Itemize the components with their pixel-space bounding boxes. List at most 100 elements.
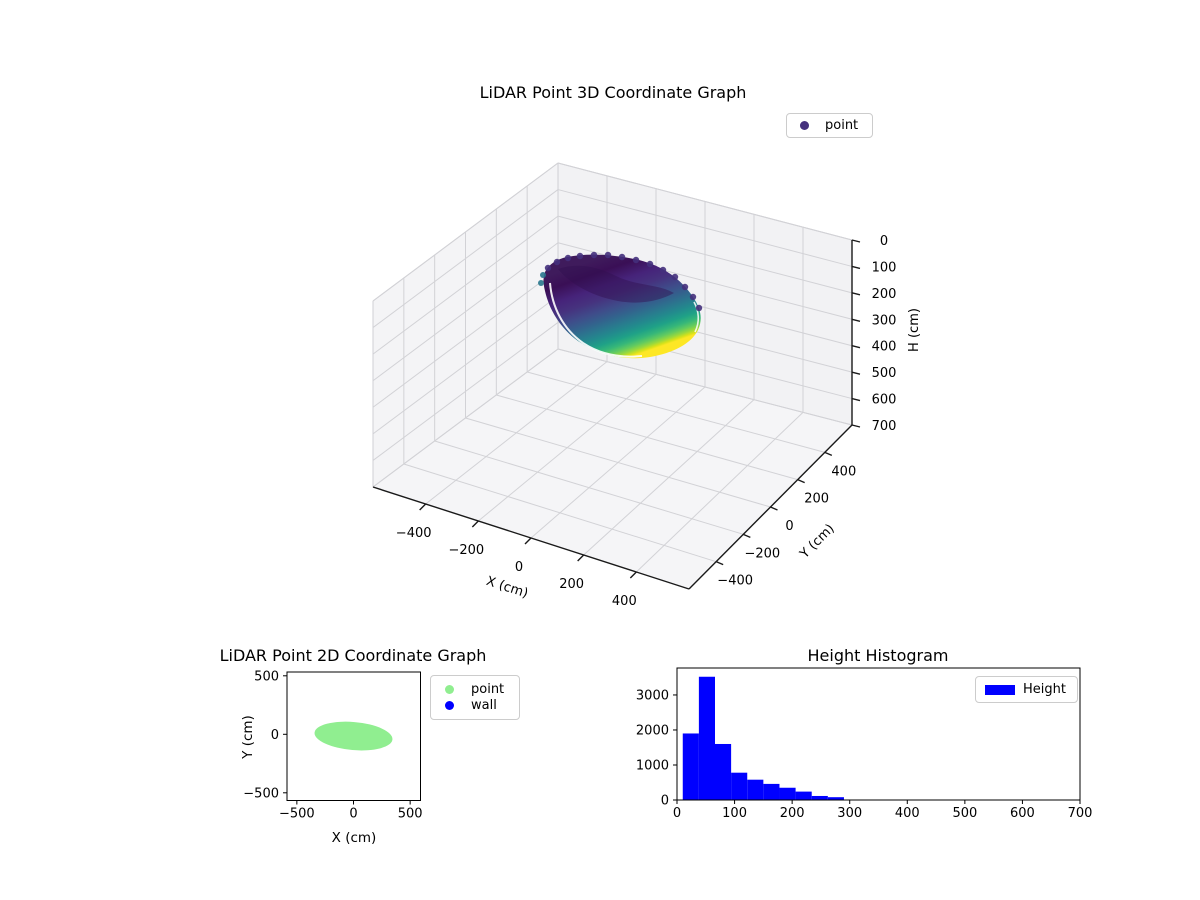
tick-label: 600 <box>1010 806 1035 821</box>
grid-line <box>425 361 608 505</box>
legend-label-height: Height <box>1023 682 1066 697</box>
histogram-bar <box>827 797 844 800</box>
tick-label: 3000 <box>636 688 669 703</box>
axis-line <box>851 371 861 375</box>
grid-line <box>583 399 755 556</box>
legend-marker-point-3d <box>800 121 809 130</box>
plot2d-ylabel: Y (cm) <box>240 715 256 760</box>
histogram-bar <box>811 795 828 800</box>
axis-line <box>524 537 532 545</box>
axis-line <box>797 479 805 484</box>
tick-label: 500 <box>254 669 279 684</box>
histogram-legend: Height <box>975 676 1078 703</box>
plot3d-hlabel: H (cm) <box>907 308 922 352</box>
plot3d-xlabel: X (cm) <box>484 574 530 602</box>
plot3d-title: LiDAR Point 3D Coordinate Graph <box>480 83 747 102</box>
legend-entry-wall: wall <box>445 698 519 715</box>
axis-line <box>851 345 861 349</box>
point-cloud-dark-ridge <box>558 265 674 303</box>
tick-label: 200 <box>804 492 829 507</box>
scatter-blob <box>314 721 393 751</box>
tick-label: 400 <box>831 464 856 479</box>
pane-floor <box>373 349 852 589</box>
tick-label: 0 <box>880 234 888 249</box>
axis-line <box>577 554 585 562</box>
tick-label: 500 <box>952 806 977 821</box>
tick-label: 100 <box>872 260 897 275</box>
axis-line <box>715 561 724 566</box>
legend-label-point-3d: point <box>825 118 859 133</box>
tick-label: 600 <box>872 393 897 408</box>
axis-line <box>851 265 861 270</box>
tick-label: −400 <box>717 574 753 589</box>
axis-line <box>851 239 861 243</box>
grid-line <box>530 386 706 539</box>
tick-label: 0 <box>515 560 523 575</box>
tick-label: 300 <box>872 313 897 328</box>
tick-label: 500 <box>872 366 897 381</box>
tick-label: 300 <box>837 806 862 821</box>
plot2d-title: LiDAR Point 2D Coordinate Graph <box>220 646 487 665</box>
legend-entry-point: point <box>445 681 519 698</box>
plot2d-xlabel: X (cm) <box>332 830 377 846</box>
point-cloud-rim-dots <box>538 251 703 312</box>
legend-label-wall: wall <box>471 698 497 714</box>
tick-label: 200 <box>780 806 805 821</box>
tick-label: 1000 <box>636 758 669 773</box>
tick-label: 0 <box>271 728 279 743</box>
tick-label: 700 <box>872 419 897 434</box>
tick-label: 200 <box>559 577 584 592</box>
histogram-bar <box>682 733 699 800</box>
axis-line <box>851 397 861 402</box>
tick-label: −500 <box>279 807 315 822</box>
axis-line <box>770 506 778 511</box>
3d-point-cloud <box>538 251 703 359</box>
axis-line <box>824 451 833 456</box>
axis-line <box>851 292 861 296</box>
tick-label: −500 <box>243 786 279 801</box>
point-cloud-body <box>543 254 701 359</box>
tick-label: −200 <box>448 543 484 558</box>
plot3d-legend: point <box>786 113 873 138</box>
3d-axes-panes <box>373 163 852 589</box>
point-cloud-shell-gap-right <box>693 301 700 333</box>
tick-label: −400 <box>396 526 432 541</box>
3d-axis-lines-and-ticks: −400−20002004004002000−200−4000100200300… <box>372 234 897 609</box>
tick-label: 0 <box>661 794 669 809</box>
grid-line <box>478 373 657 522</box>
histogram-bar <box>779 787 796 800</box>
legend-label-point-2d: point <box>471 681 505 697</box>
axis-line <box>419 503 427 511</box>
tick-label: 400 <box>895 806 920 821</box>
histogram-bar <box>714 743 732 800</box>
legend-marker-wall <box>445 701 454 711</box>
tick-label: −200 <box>744 546 780 561</box>
axis-line <box>851 318 861 322</box>
axis-line <box>629 571 637 579</box>
axis-line <box>851 424 861 428</box>
histogram-bar <box>763 783 780 800</box>
tick-label: 200 <box>872 287 897 302</box>
histogram-title: Height Histogram <box>808 646 949 665</box>
tick-label: 0 <box>785 519 793 534</box>
tick-label: 2000 <box>636 723 669 738</box>
histogram-plot: 0 100 200 300 400 500 600 700 0 1000 2000 3000 <box>636 667 1092 821</box>
plot3d-ylabel: Y (cm) <box>797 521 838 562</box>
grid-line <box>635 411 804 573</box>
tick-label: 100 <box>722 806 747 821</box>
legend-marker-point-2d <box>445 684 454 694</box>
2d-scatter-plot: −500 0 500 500 0 −500 <box>243 669 422 821</box>
tick-label: 0 <box>673 806 681 821</box>
tick-label: 500 <box>398 807 423 822</box>
tick-label: 0 <box>349 807 357 822</box>
point-cloud-shell-gap-left <box>549 282 643 358</box>
histogram-bar <box>747 779 764 800</box>
legend-marker-height <box>985 684 1015 695</box>
histogram-bar <box>731 772 748 800</box>
histogram-bar <box>795 791 812 800</box>
tick-label: 400 <box>872 340 897 355</box>
tick-label: 400 <box>612 594 637 609</box>
histogram-bar <box>698 676 715 800</box>
